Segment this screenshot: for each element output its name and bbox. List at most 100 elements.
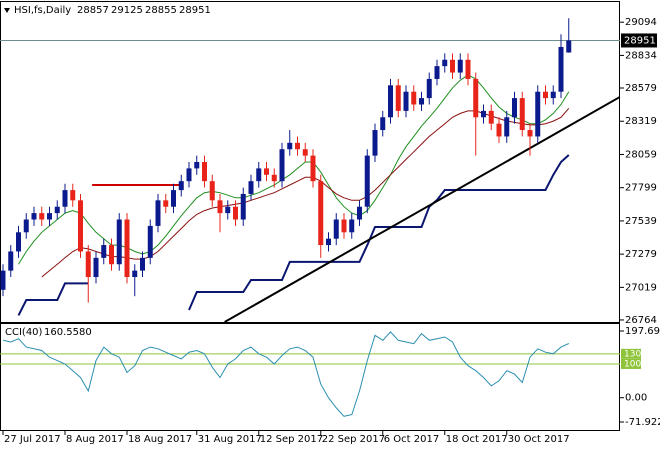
- candle-body: [434, 66, 440, 79]
- candle-body: [39, 213, 45, 220]
- cci-plot: [0, 331, 620, 417]
- y-tick-label: 28834: [625, 50, 657, 61]
- candle-body: [295, 142, 300, 150]
- current-price-label: 28951: [624, 35, 656, 46]
- candle-body: [395, 85, 401, 111]
- candle-body: [543, 91, 548, 99]
- x-tick-label: 31 Aug 2017: [198, 434, 262, 445]
- candle-body: [163, 200, 169, 207]
- candle-body: [271, 174, 277, 182]
- overlay-line: [41, 107, 570, 278]
- candle-body: [457, 59, 463, 73]
- ohlc-close: 28951: [179, 5, 211, 16]
- candle-body: [240, 193, 246, 220]
- y-tick-label: 197.6998: [625, 326, 660, 337]
- candle-body: [341, 219, 347, 233]
- candle-body: [70, 190, 76, 201]
- y-tick-label: -71.9221: [625, 417, 660, 428]
- overlay-line: [17, 154, 570, 316]
- candle-body: [279, 149, 285, 182]
- y-tick-label: 28319: [625, 116, 657, 127]
- candle-body: [124, 219, 130, 278]
- candle-body: [488, 110, 494, 124]
- candle-body: [349, 219, 355, 233]
- ohlc-low: 28855: [145, 5, 177, 16]
- candle-body: [496, 123, 502, 137]
- candle-body: [388, 85, 393, 118]
- y-tick-label: 29094: [625, 17, 657, 28]
- candle-body: [155, 200, 161, 226]
- chart-title: HSI,fs,Daily: [14, 5, 71, 16]
- candle-body: [310, 155, 316, 182]
- candle-body: [31, 213, 37, 220]
- candle-body: [256, 168, 262, 182]
- candle-body: [101, 245, 107, 258]
- candle-body: [566, 40, 572, 53]
- y-tick-label: 27019: [625, 282, 657, 293]
- current-price-box: [621, 33, 657, 48]
- x-tick-label: 12 Sep 2017: [260, 434, 323, 445]
- candle-body: [47, 213, 52, 220]
- candle-body: [217, 200, 223, 214]
- level-label: 100: [624, 359, 641, 369]
- candle-body: [140, 257, 145, 271]
- candle-body: [233, 206, 238, 220]
- candle-body: [372, 130, 378, 156]
- candle-body: [225, 206, 231, 214]
- candle-body: [0, 270, 6, 290]
- level-box: [621, 358, 641, 369]
- x-tick-label: 27 Jul 2017: [4, 434, 61, 445]
- x-tick-label: 8 Aug 2017: [66, 434, 124, 445]
- candle-body: [85, 251, 91, 278]
- ohlc-high: 29125: [111, 5, 143, 16]
- candle-body: [186, 168, 192, 182]
- candle-body: [23, 219, 29, 233]
- candle-body: [202, 162, 207, 182]
- y-tick-label: 27799: [625, 183, 657, 194]
- candle-body: [558, 46, 564, 92]
- candle-body: [116, 219, 122, 265]
- candle-body: [442, 59, 448, 67]
- candle-body: [318, 181, 324, 246]
- candle-body: [264, 168, 269, 175]
- candle-body: [411, 91, 417, 105]
- candle-body: [519, 98, 525, 131]
- x-tick-label: 22 Sep 2017: [322, 434, 385, 445]
- y-tick-label: 26764: [625, 315, 657, 326]
- y-tick-label: 27279: [625, 249, 657, 260]
- candle-body: [333, 219, 339, 239]
- candle-body: [132, 270, 138, 278]
- candle-body: [535, 91, 541, 137]
- candle-body: [62, 190, 68, 207]
- y-tick-label: 0.00: [625, 393, 647, 404]
- candle-body: [527, 130, 533, 137]
- x-tick-label: 18 Aug 2017: [128, 434, 192, 445]
- candle-body: [302, 149, 308, 156]
- candle-body: [512, 98, 517, 118]
- candle-body: [194, 162, 200, 169]
- cci-title: CCI(40): [5, 327, 43, 338]
- cci-panel: [0, 323, 620, 431]
- candle-body: [178, 181, 184, 191]
- candle-body: [364, 155, 370, 207]
- candle-body: [450, 59, 455, 73]
- symbol-icon: [4, 8, 10, 13]
- candle-body: [473, 78, 479, 118]
- y-tick-label: 28059: [625, 149, 657, 160]
- y-tick-label: 27539: [625, 216, 657, 227]
- candle-body: [465, 59, 471, 79]
- ohlc-open: 28857: [77, 5, 109, 16]
- candle-body: [380, 117, 386, 131]
- level-label: 130: [624, 349, 641, 359]
- candle-body: [16, 232, 21, 252]
- candle-body: [357, 206, 362, 220]
- candle-body: [54, 206, 60, 214]
- candle-body: [171, 190, 176, 207]
- candle-body: [326, 238, 331, 246]
- candle-body: [403, 91, 409, 111]
- cci-last-value: 160.5580: [44, 327, 92, 338]
- candle-body: [209, 181, 215, 201]
- candle-body: [504, 117, 510, 137]
- candle-body: [109, 245, 114, 265]
